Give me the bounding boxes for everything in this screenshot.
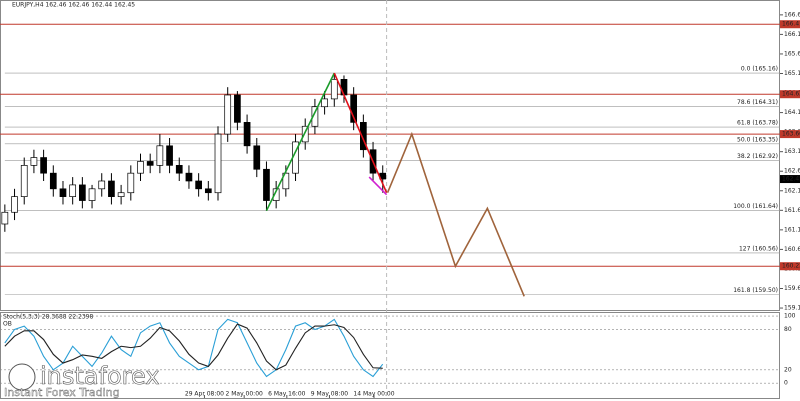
candle-body [243,122,251,147]
trend-line [333,72,388,194]
level-tag [780,130,800,139]
fib-label: 38.2 (162.92) [737,153,778,160]
stoch-tick-label: 80 [784,326,792,333]
y-tick-label: 159.15 [784,305,800,312]
y-tick-label: 165.15 [784,70,800,77]
candle-body [1,211,9,225]
level-label: 163.60 [782,131,800,138]
candle-body [253,145,261,170]
fib-label: 100.0 (161.64) [733,203,778,210]
y-tick-label: 161.15 [784,226,800,233]
candle-body [204,188,212,194]
candle-body [263,168,270,201]
x-tick-label: 14 May 00:00 [353,391,394,398]
level-tag [780,20,800,29]
chart-title: EURJPY,H4 162.46 162.46 162.44 162.45 [12,2,135,9]
stoch-tick-label: 0 [784,380,788,387]
x-tick-label: 9 May 08:00 [311,391,349,398]
candle-body [156,145,164,166]
fib-label: 127 (160.56) [739,245,778,252]
fib-label: 61.8 (163.78) [737,120,778,127]
candle-body [175,165,183,174]
price-tag [780,175,800,184]
candle-body [98,180,106,190]
watermark-brand: instaforex [40,362,160,390]
level-tag [780,90,800,99]
stoch-title: Stoch(5,3,3) 28.3688 22.2398 [3,314,94,321]
candle-body [224,94,232,135]
candle-body [185,172,193,182]
y-tick-label: 166.65 [784,11,800,18]
candle-body [301,125,309,143]
watermark-tagline: Instant Forex Trading [4,386,120,399]
fib-label: 161.8 (159.50) [733,287,778,294]
fib-label: 0.0 (165.16) [741,66,778,73]
candle-body [108,180,115,197]
candle-body [127,172,135,194]
x-tick-label: 2 May 00:00 [226,391,264,398]
stoch-frame [0,312,780,399]
x-tick-label: 29 Apr 08:00 [185,391,224,398]
candle-body [321,98,328,108]
candle-body [20,165,28,197]
trend-line [265,72,336,212]
y-tick-label: 165.65 [784,50,800,57]
stoch-zone-label: OB [3,321,12,328]
candle-body [195,180,202,190]
candle-body [214,133,222,194]
candle-body [272,188,280,201]
x-tick-label: 6 May 16:00 [268,391,306,398]
candle-body [360,122,367,151]
y-tick-label: 162.15 [784,187,800,194]
level-label: 166.41 [782,21,800,28]
candle-body [146,161,154,166]
candle-body [59,188,67,197]
stoch-tick-label: 20 [784,366,792,373]
candle-body [79,184,86,201]
level-tag [780,262,800,271]
candle-body [330,79,338,100]
logo [8,363,36,391]
stoch-line [4,323,383,371]
y-tick-label: 159.65 [784,285,800,292]
candle-body [166,145,173,166]
candle-body [311,106,319,127]
candle-body [234,94,241,123]
candle-body [137,161,144,174]
candle-body [117,192,125,197]
stoch-line [4,318,384,378]
level-label: 160.22 [782,263,800,270]
y-tick-label: 160.65 [784,246,800,253]
candle-body [340,79,348,96]
trend-line [368,176,388,196]
candle-body [88,188,96,201]
y-tick-label: 161.65 [784,207,800,214]
y-tick-label: 163.15 [784,148,800,155]
y-tick-label: 164.15 [784,109,800,116]
price-tag-label: 162.45 [782,176,800,183]
candle-body [40,157,47,174]
fib-label: 78.6 (164.31) [737,99,778,106]
candle-body [49,172,57,190]
fib-label: 50.0 (163.35) [737,136,778,143]
y-tick-label: 166.15 [784,31,800,38]
projection-line [386,131,525,297]
main-frame [0,0,780,311]
y-tick-label: 162.65 [784,168,800,175]
level-label: 164.62 [782,91,800,98]
stoch-tick-label: 100 [784,313,796,320]
candle-body [11,196,18,213]
candle-body [30,157,38,166]
candle-body [69,184,77,197]
